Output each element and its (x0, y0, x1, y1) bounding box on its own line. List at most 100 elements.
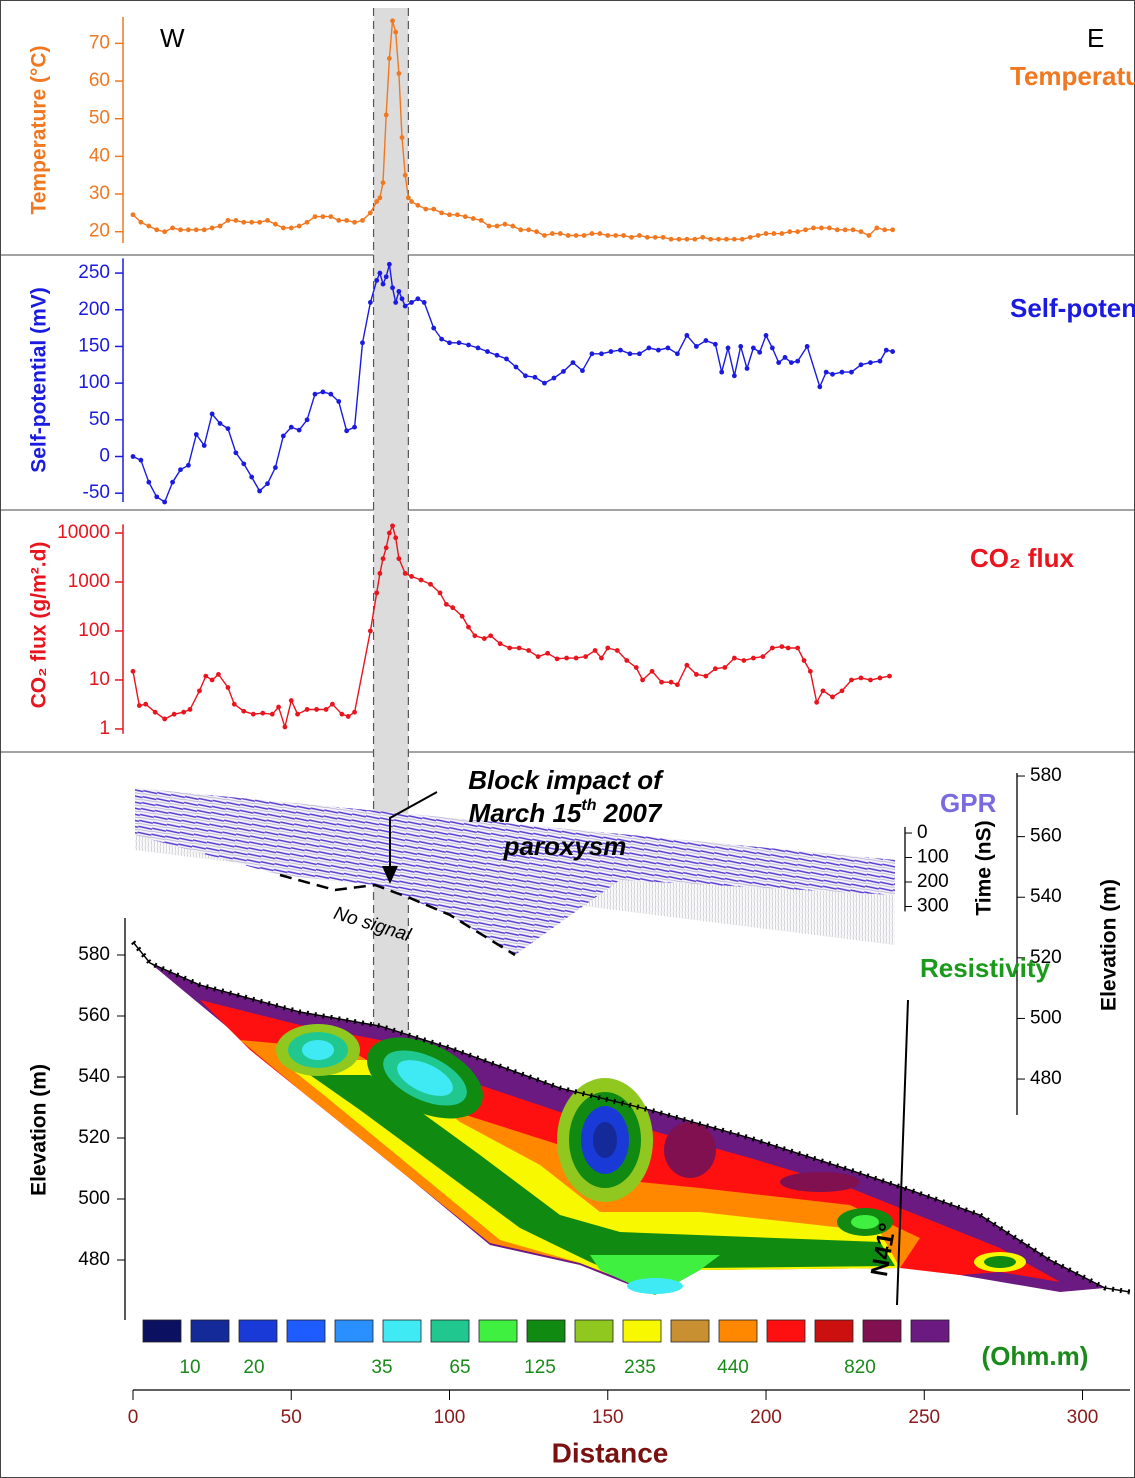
data-point (193, 227, 199, 233)
y-axis-title: CO₂ flux (g/m².d) (28, 542, 51, 709)
data-point (516, 645, 522, 651)
data-point (225, 685, 231, 690)
data-point (415, 296, 421, 302)
data-point (877, 675, 883, 681)
data-point (534, 229, 539, 235)
res-zone (397, 1060, 453, 1096)
data-point (890, 227, 896, 233)
data-point (504, 356, 509, 362)
data-point (614, 648, 620, 653)
data-point (750, 345, 756, 351)
data-point (599, 655, 604, 661)
res-zone (780, 1172, 860, 1192)
data-point (738, 344, 744, 349)
data-point (883, 347, 889, 353)
data-point (674, 682, 680, 688)
time-tick-label: 200 (917, 871, 949, 892)
data-point (386, 261, 392, 267)
y-tick-label: 100 (78, 620, 110, 641)
data-point (304, 219, 310, 225)
data-point (225, 218, 231, 223)
data-point (497, 641, 503, 647)
data-point (203, 673, 209, 679)
data-point (760, 654, 766, 660)
data-point (130, 212, 136, 218)
data-point (712, 666, 718, 672)
data-point (629, 234, 634, 240)
data-point (703, 673, 709, 679)
colorbar-swatch (478, 1319, 518, 1343)
data-point (405, 195, 411, 201)
x-tick-label: 0 (128, 1407, 139, 1428)
y-tick-label: 1 (99, 718, 110, 739)
data-point (693, 344, 699, 349)
data-point (250, 711, 256, 717)
data-point (744, 366, 750, 371)
res-zone (280, 1060, 900, 1292)
res-zone (627, 1278, 683, 1294)
data-point (731, 655, 737, 661)
data-point (296, 223, 302, 229)
series-line (132, 20, 893, 240)
data-point (304, 417, 310, 423)
data-point (447, 212, 452, 218)
data-point (280, 433, 286, 439)
annotation: paroxysm (503, 831, 627, 861)
topography (132, 941, 1131, 1293)
colorbar-swatch (670, 1319, 710, 1343)
arrow-head (382, 866, 398, 884)
data-point (624, 658, 630, 663)
data-point (795, 229, 801, 235)
data-point (839, 369, 845, 375)
data-point (830, 371, 835, 377)
data-point (360, 340, 365, 346)
data-point (589, 351, 595, 357)
data-point (466, 624, 471, 630)
data-point (241, 461, 247, 467)
x-axis-title: Distance (552, 1437, 669, 1468)
data-point (383, 274, 389, 280)
data-point (320, 214, 326, 220)
colorbar-swatch (286, 1319, 326, 1343)
data-point (260, 710, 266, 716)
data-point (409, 574, 414, 579)
data-point (605, 233, 611, 238)
data-point (320, 389, 326, 395)
data-point (178, 227, 183, 233)
colorbar-swatch (382, 1319, 422, 1343)
data-point (377, 195, 383, 201)
data-point (700, 234, 706, 240)
data-point (510, 223, 516, 229)
data-point (447, 340, 452, 346)
data-point (257, 219, 263, 225)
data-point (842, 227, 848, 233)
data-point (170, 225, 175, 231)
data-point (814, 699, 820, 705)
data-point (241, 708, 247, 714)
data-point (265, 218, 270, 223)
data-point (526, 648, 532, 653)
data-point (390, 285, 395, 291)
data-point (323, 707, 329, 712)
data-point (488, 633, 494, 639)
data-point (747, 234, 753, 240)
data-point (849, 369, 854, 375)
y-tick-label: 480 (78, 1249, 110, 1270)
data-point (788, 360, 794, 365)
data-point (712, 341, 718, 347)
data-point (769, 345, 775, 351)
data-point (415, 202, 421, 208)
data-point (866, 233, 872, 238)
res-zone (310, 1075, 895, 1290)
data-point (692, 236, 698, 242)
data-point (241, 219, 247, 225)
data-point (231, 701, 237, 707)
y-tick-label: 50 (89, 108, 110, 129)
data-point (185, 227, 191, 233)
data-point (304, 707, 310, 712)
colorbar-label: 35 (371, 1357, 392, 1378)
y2-axis-title: Elevation (m) (1098, 879, 1121, 1011)
data-point (731, 373, 737, 379)
colorbar-label: 820 (844, 1357, 876, 1378)
data-point (456, 340, 462, 346)
